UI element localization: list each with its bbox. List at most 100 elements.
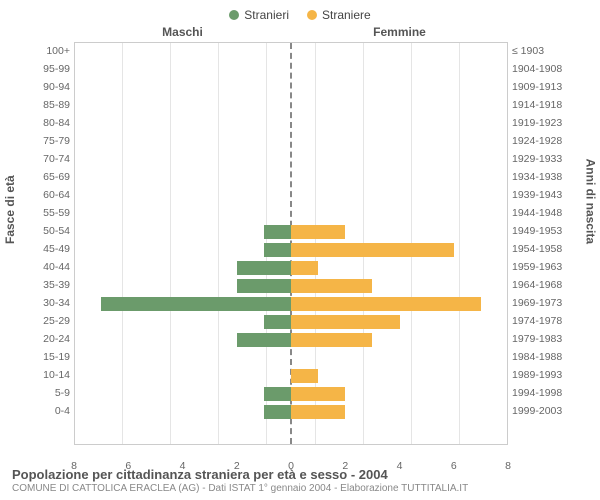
age-label: 95-99 xyxy=(26,60,70,78)
age-label: 25-29 xyxy=(26,312,70,330)
side-titles: Maschi Femmine xyxy=(74,25,508,39)
birth-year-label: 1974-1978 xyxy=(512,312,574,330)
bar-row xyxy=(74,349,508,367)
x-tick-label: 8 xyxy=(505,460,511,472)
age-label: 45-49 xyxy=(26,240,70,258)
birth-year-label: 1979-1983 xyxy=(512,330,574,348)
bar-female xyxy=(291,333,372,347)
birth-year-label: 1954-1958 xyxy=(512,240,574,258)
bar-female xyxy=(291,405,345,419)
birth-year-label: 1989-1993 xyxy=(512,366,574,384)
bar-female xyxy=(291,297,481,311)
bar-male xyxy=(264,243,291,257)
bar-male xyxy=(264,225,291,239)
bar-male xyxy=(237,261,291,275)
chart-legend: Stranieri Straniere xyxy=(12,8,588,22)
bar-female xyxy=(291,369,318,383)
bar-row xyxy=(74,403,508,421)
birth-year-label: 1964-1968 xyxy=(512,276,574,294)
birth-year-label: 1944-1948 xyxy=(512,204,574,222)
birth-year-label: 1909-1913 xyxy=(512,78,574,96)
legend-label-male: Stranieri xyxy=(244,8,289,22)
legend-item-male: Stranieri xyxy=(229,8,289,22)
birth-year-label: 1929-1933 xyxy=(512,150,574,168)
y-axis-title-left: Fasce di età xyxy=(3,175,17,244)
birth-year-label: 1904-1908 xyxy=(512,60,574,78)
chart-title: Popolazione per cittadinanza straniera p… xyxy=(12,467,588,482)
bar-row xyxy=(74,385,508,403)
birth-year-label: 1934-1938 xyxy=(512,168,574,186)
age-label: 15-19 xyxy=(26,348,70,366)
birth-year-label: 1999-2003 xyxy=(512,402,574,420)
bar-male xyxy=(237,279,291,293)
bar-row xyxy=(74,223,508,241)
x-tick-label: 2 xyxy=(342,460,348,472)
birth-year-label: 1949-1953 xyxy=(512,222,574,240)
bar-female xyxy=(291,387,345,401)
side-title-female: Femmine xyxy=(291,25,508,39)
bar-female xyxy=(291,261,318,275)
age-label: 65-69 xyxy=(26,168,70,186)
bar-male xyxy=(264,387,291,401)
legend-item-female: Straniere xyxy=(307,8,371,22)
x-tick-label: 4 xyxy=(397,460,403,472)
birth-year-labels-column: ≤ 19031904-19081909-19131914-19181919-19… xyxy=(508,42,574,445)
bar-row xyxy=(74,97,508,115)
y-axis-title-right: Anni di nascita xyxy=(583,158,597,243)
bar-male xyxy=(101,297,291,311)
age-label: 70-74 xyxy=(26,150,70,168)
age-label: 90-94 xyxy=(26,78,70,96)
bar-female xyxy=(291,243,454,257)
birth-year-label: 1919-1923 xyxy=(512,114,574,132)
bar-row xyxy=(74,313,508,331)
bar-female xyxy=(291,315,400,329)
birth-year-label: 1939-1943 xyxy=(512,186,574,204)
chart-footer: Popolazione per cittadinanza straniera p… xyxy=(12,465,588,494)
age-label: 55-59 xyxy=(26,204,70,222)
birth-year-label: 1959-1963 xyxy=(512,258,574,276)
age-label: 60-64 xyxy=(26,186,70,204)
bar-male xyxy=(264,315,291,329)
bar-row xyxy=(74,169,508,187)
bar-female xyxy=(291,279,372,293)
age-label: 85-89 xyxy=(26,96,70,114)
birth-year-label: 1969-1973 xyxy=(512,294,574,312)
bars-container xyxy=(74,43,508,444)
birth-year-label: 1924-1928 xyxy=(512,132,574,150)
bar-row xyxy=(74,367,508,385)
birth-year-label: 1914-1918 xyxy=(512,96,574,114)
age-label: 75-79 xyxy=(26,132,70,150)
age-label: 20-24 xyxy=(26,330,70,348)
bar-row xyxy=(74,259,508,277)
birth-year-label: 1994-1998 xyxy=(512,384,574,402)
bar-male xyxy=(237,333,291,347)
bar-row xyxy=(74,133,508,151)
x-tick-label: 8 xyxy=(71,460,77,472)
bar-row xyxy=(74,331,508,349)
age-labels-column: 100+95-9990-9485-8980-8475-7970-7465-696… xyxy=(26,42,74,445)
age-label: 50-54 xyxy=(26,222,70,240)
bar-row xyxy=(74,241,508,259)
x-tick-label: 4 xyxy=(180,460,186,472)
bar-row xyxy=(74,277,508,295)
x-tick-label: 6 xyxy=(125,460,131,472)
age-label: 5-9 xyxy=(26,384,70,402)
chart-subtitle: COMUNE DI CATTOLICA ERACLEA (AG) - Dati … xyxy=(12,483,588,494)
bar-female xyxy=(291,225,345,239)
age-label: 0-4 xyxy=(26,402,70,420)
bar-row xyxy=(74,43,508,61)
chart-area: Fasce di età Anni di nascita 100+95-9990… xyxy=(12,42,588,445)
legend-swatch-male xyxy=(229,10,239,20)
bar-row xyxy=(74,205,508,223)
age-label: 35-39 xyxy=(26,276,70,294)
plot-area: Maschi Femmine 864202468 xyxy=(74,42,508,445)
bar-row xyxy=(74,295,508,313)
age-label: 10-14 xyxy=(26,366,70,384)
age-label: 30-34 xyxy=(26,294,70,312)
birth-year-label: 1984-1988 xyxy=(512,348,574,366)
age-label: 40-44 xyxy=(26,258,70,276)
bar-row xyxy=(74,187,508,205)
x-tick-label: 6 xyxy=(451,460,457,472)
side-title-male: Maschi xyxy=(74,25,291,39)
legend-label-female: Straniere xyxy=(322,8,371,22)
